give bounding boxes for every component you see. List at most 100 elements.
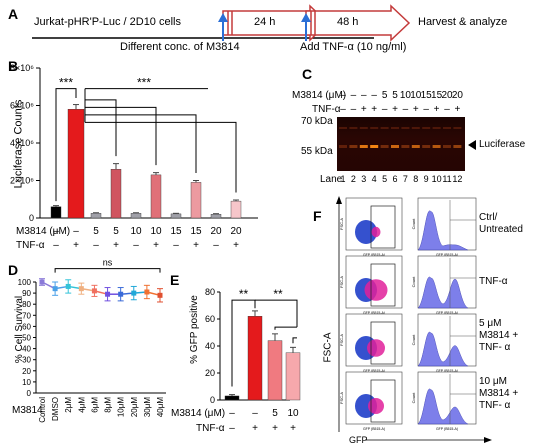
blot-upper-band-7: [411, 127, 420, 129]
panel-c-tnf-1: –: [350, 104, 357, 115]
flow-dot-xlabel-3: GFP (B515-A): [363, 427, 385, 431]
panel-d-xtick-label-1: DMSO: [51, 397, 60, 421]
panel-c-label: C: [302, 66, 313, 82]
panel-c-tnf-7: +: [412, 104, 419, 115]
blot-upper-band-5: [391, 127, 399, 129]
flow-hist-ylabel-1: Count: [411, 276, 416, 288]
panel-f-row-label-0-0: Ctrl/: [479, 212, 498, 223]
blot-band-5: [391, 145, 399, 148]
panel-d-point-5: [105, 291, 111, 297]
panel-b-tnf-5: +: [153, 240, 159, 251]
panel-a-step1: Different conc. of M3814: [120, 41, 240, 53]
panel-c-m3814-label: M3814 (μM): [292, 90, 347, 101]
flow-histogram-2: [417, 331, 469, 367]
flow-dot-cluster-magenta-0: [371, 226, 381, 238]
panel-c-lane-8: 9: [423, 174, 429, 184]
blot-upper-band-6: [401, 127, 410, 129]
panel-c-lane-7: 8: [413, 174, 419, 184]
panel-b-ytick-label-3: 6×10⁶: [10, 101, 34, 111]
flow-dot-ylabel-2: FSC-A: [339, 334, 344, 346]
panel-e-ytick-label-2: 40: [205, 341, 215, 351]
panel-b-sig-link-2: [85, 114, 197, 173]
panel-b-m3814-7: 15: [190, 226, 202, 237]
panel-b-tnf-4: –: [133, 240, 139, 251]
panel-b-m3814-5: 10: [150, 226, 162, 237]
panel-c-lane-2: 3: [361, 174, 367, 184]
blot-band-8: [422, 145, 431, 148]
panel-a-schematic: [32, 4, 411, 42]
panel-e-sig-link-2: [292, 337, 297, 344]
panel-d-xtick-label-3: 4μM: [77, 397, 86, 413]
panel-d-ytick-label-9: 90: [22, 289, 31, 298]
panel-e-ytick-label-0: 0: [210, 395, 215, 405]
panel-c-m3814-4: 5: [381, 90, 388, 101]
panel-c-tnf-8: –: [423, 104, 429, 115]
panel-c-lane-label: Lane: [320, 174, 343, 185]
flow-dot-xlabel-2: GFP (B515-A): [363, 369, 385, 373]
panel-b-tnf-2: –: [93, 240, 99, 251]
blot-upper-band-2: [359, 127, 368, 129]
panel-d-xtick-label-7: 20μM: [130, 397, 139, 418]
flow-histogram-0: [417, 210, 469, 251]
panel-c-m3814-0: –: [340, 90, 346, 101]
panel-d-xtick-label-8: 30μM: [143, 397, 152, 418]
panel-d-xtick-label-6: 10μM: [117, 397, 126, 418]
panel-c-lane-11: 12: [452, 174, 463, 184]
panel-a-time2: 48 h: [337, 16, 359, 28]
panel-a-time1: 24 h: [254, 16, 276, 28]
panel-e-tnf-1: +: [252, 423, 258, 434]
panel-f-row-label-0-1: Untreated: [479, 224, 523, 235]
panel-d-ns-label: ns: [103, 258, 113, 268]
panel-b-ytick-label-0: 0: [29, 213, 34, 223]
panel-b-tnf-7: +: [193, 240, 199, 251]
flow-hist-ylabel-0: Count: [411, 218, 416, 230]
panel-b-sig-bracket-1: [55, 88, 77, 202]
panel-e-tnf-2: +: [272, 423, 278, 434]
flow-hist-xlabel-1: GFP (B515-A): [436, 311, 458, 315]
panel-f-x-arrowhead: [484, 437, 492, 443]
panel-c-m3814-8: 15: [420, 90, 432, 101]
panel-b-m3814-0: –: [53, 226, 59, 237]
panel-e-ytick-label-3: 60: [205, 314, 215, 324]
flow-hist-xlabel-0: GFP (B515-A): [436, 253, 458, 257]
panel-d-point-6: [118, 291, 124, 297]
flow-hist-ylabel-2: Count: [411, 334, 416, 346]
flow-hist-xlabel-3: GFP (B515-A): [436, 427, 458, 431]
panel-e-sig-2: **: [273, 287, 283, 301]
panel-e-tnf-0: –: [229, 423, 235, 434]
panel-c-m3814-2: –: [361, 90, 367, 101]
flow-dot-cluster-magenta-2: [367, 339, 385, 357]
panel-d-ytick-label-10: 100: [18, 278, 32, 287]
blot-band-6: [401, 145, 410, 148]
panel-e-sig-bracket-1: [231, 299, 256, 387]
flow-dot-cluster-blue-0: [355, 220, 377, 244]
panel-b-sig-link-0: [85, 99, 117, 157]
panel-e-m3814-3: 10: [287, 408, 299, 419]
panel-a-final: Harvest & analyze: [418, 16, 508, 28]
flow-dot-gate-0: [370, 205, 396, 249]
flow-histogram-3: [417, 388, 469, 425]
panel-d-point-0: [39, 279, 45, 285]
flow-dot-gate-1: [370, 263, 396, 307]
panel-d-label: D: [8, 262, 19, 278]
flow-dot-ylabel-1: FSC-A: [339, 276, 344, 288]
panel-d-ytick-label-5: 50: [22, 334, 31, 343]
blot-upper-band-8: [422, 127, 431, 129]
panel-c-tnf-3: +: [371, 104, 378, 115]
panel-f-row-label-3-2: TNF- α: [479, 400, 511, 411]
blot-band-4: [380, 145, 389, 148]
blot-band-0: [339, 145, 347, 148]
panel-b-tnf-9: +: [233, 240, 239, 251]
panel-c-m3814-5: 5: [392, 90, 398, 101]
flow-dot-ylabel-3: FSC-A: [339, 392, 344, 404]
panel-d-ytick-label-8: 80: [22, 300, 31, 309]
panel-b-sig-link-3: [85, 121, 237, 193]
panel-c-lane-3: 4: [371, 174, 377, 184]
panel-b-ytick-label-2: 4×10⁶: [10, 138, 34, 148]
flow-dot-cluster-magenta-1: [364, 279, 388, 301]
panel-b-tnf-0: –: [53, 240, 59, 251]
flow-dot-xlabel-0: GFP (B515-A): [363, 253, 385, 257]
blot-upper-band-3: [370, 127, 379, 129]
panel-d-ytick-label-2: 20: [22, 367, 31, 376]
